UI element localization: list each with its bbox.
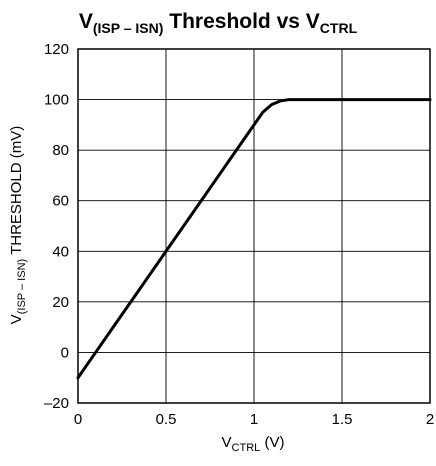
x-axis-label: VCTRL (V) <box>222 434 285 454</box>
y-axis-label-subscript: (ISP – ISN) <box>16 259 28 314</box>
x-axis-label-unit: (V) <box>260 434 284 451</box>
title-prefix: V <box>79 10 93 33</box>
y-tick-label: 40 <box>52 243 69 260</box>
x-axis-label-main: V <box>222 434 232 451</box>
plot-frame <box>77 48 431 404</box>
y-axis-label-rest: THRESHOLD (mV) <box>8 126 25 259</box>
x-tick-label: 1 <box>250 411 258 428</box>
series-line-1 <box>76 98 432 380</box>
y-tick-label: –20 <box>44 395 69 412</box>
title-suffix-subscript: CTRL <box>320 20 358 36</box>
gridlines <box>77 48 431 404</box>
x-tick-label: 0.5 <box>156 411 177 428</box>
y-axis-label: V(ISP – ISN) THRESHOLD (mV) <box>8 126 28 325</box>
title-prefix-subscript: (ISP – ISN) <box>93 20 164 36</box>
y-tick-label: 100 <box>44 92 69 109</box>
x-axis-label-subscript: CTRL <box>232 442 261 454</box>
x-tick-label: 1.5 <box>332 411 353 428</box>
series-layer <box>76 98 432 380</box>
y-axis-label-main: V <box>8 314 25 324</box>
title-middle: Threshold vs V <box>163 10 319 33</box>
x-tick-label: 2 <box>426 411 434 428</box>
y-tick-label: 80 <box>52 142 69 159</box>
tick-labels: 0 0.5 1 1.5 2 120 100 80 60 40 20 0 –20 <box>44 41 434 428</box>
x-tick-label: 0 <box>74 411 82 428</box>
y-tick-label: 120 <box>44 41 69 58</box>
y-tick-label: 20 <box>52 294 69 311</box>
y-tick-label: 60 <box>52 193 69 210</box>
chart-title: V(ISP – ISN) Threshold vs VCTRL <box>79 10 358 36</box>
y-tick-label: 0 <box>61 344 69 361</box>
